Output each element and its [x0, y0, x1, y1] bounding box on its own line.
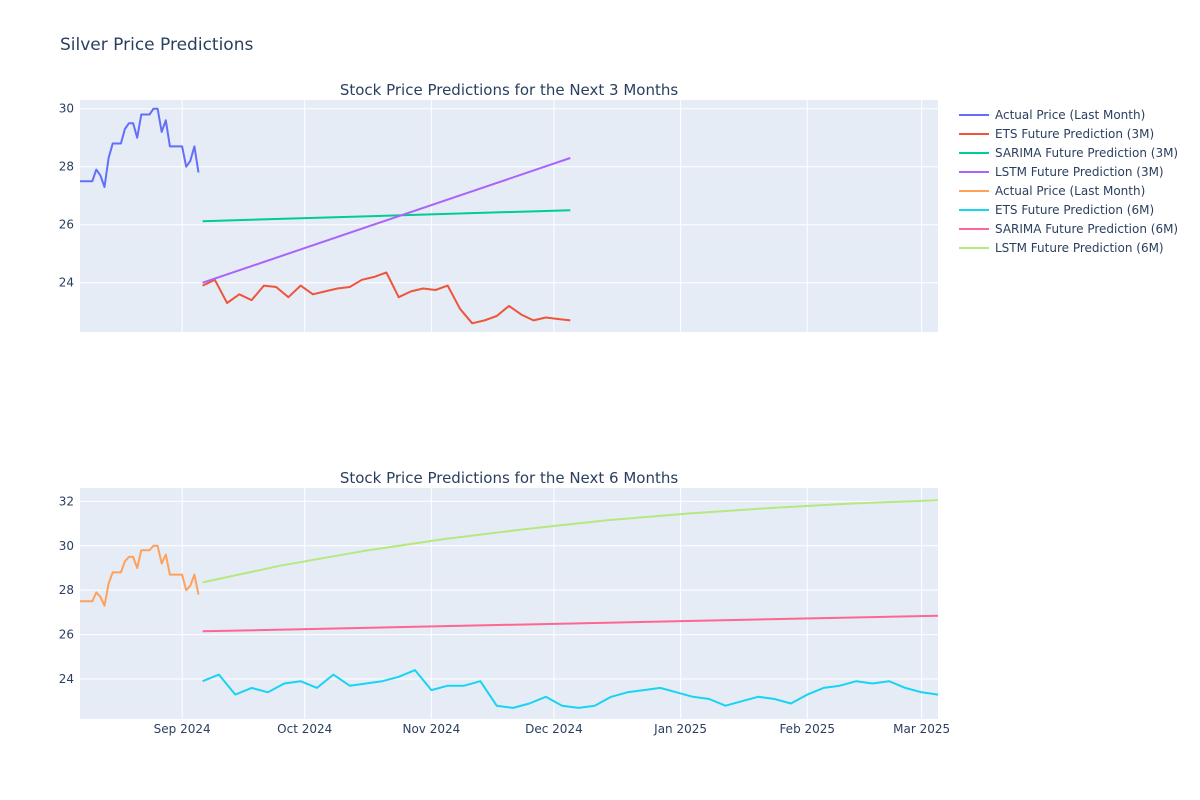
series-line-actual-price-last-month-6m [80, 544, 200, 607]
legend-label: ETS Future Prediction (3M) [995, 127, 1154, 141]
plot-area-6m [80, 488, 938, 719]
series-line-ets-future-prediction-3m-3m [202, 271, 571, 325]
ticks-3m: 24 26 28 30 [59, 102, 74, 290]
legend-label: LSTM Future Prediction (6M) [995, 241, 1164, 255]
y-tick-label: 28 [59, 160, 74, 174]
series-line-lstm-future-prediction-3m-3m [202, 157, 571, 284]
series-line-lstm-future-prediction-6m-6m [202, 499, 939, 584]
legend-item-lstm-future-prediction-3m-3m[interactable]: LSTM Future Prediction (3M) [959, 165, 1164, 179]
series-lines-3m [80, 107, 571, 325]
chart-title-3m: Stock Price Predictions for the Next 3 M… [340, 81, 679, 99]
legend-label: SARIMA Future Prediction (6M) [995, 222, 1178, 236]
plot-area-3m [80, 100, 938, 332]
legend-label: ETS Future Prediction (6M) [995, 203, 1154, 217]
y-tick-label: 32 [59, 494, 74, 508]
y-tick-label: 26 [59, 628, 74, 642]
series-line-sarima-future-prediction-3m-3m [202, 209, 571, 223]
series-lines-6m [80, 499, 939, 709]
x-tick-label: Feb 2025 [779, 722, 835, 736]
legend-item-actual-price-last-month-6m[interactable]: Actual Price (Last Month) [959, 184, 1145, 198]
legend-item-ets-future-prediction-6m-6m[interactable]: ETS Future Prediction (6M) [959, 203, 1154, 217]
legend-item-sarima-future-prediction-6m-6m[interactable]: SARIMA Future Prediction (6M) [959, 222, 1178, 236]
ticks-6m: 24 26 28 30 32 Sep 2024 Oct 2024 Nov 2024 Dec 20… [59, 494, 950, 736]
legend-item-actual-price-last-month-3m[interactable]: Actual Price (Last Month) [959, 108, 1145, 122]
legend-label: Actual Price (Last Month) [995, 184, 1145, 198]
figure-title: Silver Price Predictions [60, 35, 253, 55]
x-tick-label: Nov 2024 [402, 722, 460, 736]
y-tick-label: 26 [59, 218, 74, 232]
legend-item-sarima-future-prediction-3m-3m[interactable]: SARIMA Future Prediction (3M) [959, 146, 1178, 160]
legend[interactable]: Actual Price (Last Month) ETS Future Pred… [959, 108, 1178, 255]
x-tick-label: Sep 2024 [154, 722, 211, 736]
series-line-actual-price-last-month-3m [80, 107, 200, 188]
y-tick-label: 28 [59, 583, 74, 597]
series-line-ets-future-prediction-6m-6m [202, 669, 939, 709]
legend-item-ets-future-prediction-3m-3m[interactable]: ETS Future Prediction (3M) [959, 127, 1154, 141]
legend-label: LSTM Future Prediction (3M) [995, 165, 1164, 179]
chart-panel-6m: Stock Price Predictions for the Next 6 M… [59, 469, 950, 736]
x-tick-label: Mar 2025 [893, 722, 950, 736]
x-tick-label: Oct 2024 [277, 722, 332, 736]
chart-title-6m: Stock Price Predictions for the Next 6 M… [340, 469, 679, 487]
y-tick-label: 30 [59, 539, 74, 553]
grid-3m [80, 100, 938, 332]
y-tick-label: 30 [59, 102, 74, 116]
y-tick-label: 24 [59, 276, 74, 290]
legend-label: Actual Price (Last Month) [995, 108, 1145, 122]
legend-item-lstm-future-prediction-6m-6m[interactable]: LSTM Future Prediction (6M) [959, 241, 1164, 255]
grid-6m [80, 488, 938, 719]
x-tick-label: Jan 2025 [653, 722, 707, 736]
x-tick-label: Dec 2024 [525, 722, 583, 736]
series-line-sarima-future-prediction-6m-6m [202, 614, 939, 633]
y-tick-label: 24 [59, 672, 74, 686]
chart-panel-3m: Stock Price Predictions for the Next 3 M… [59, 81, 938, 332]
legend-label: SARIMA Future Prediction (3M) [995, 146, 1178, 160]
